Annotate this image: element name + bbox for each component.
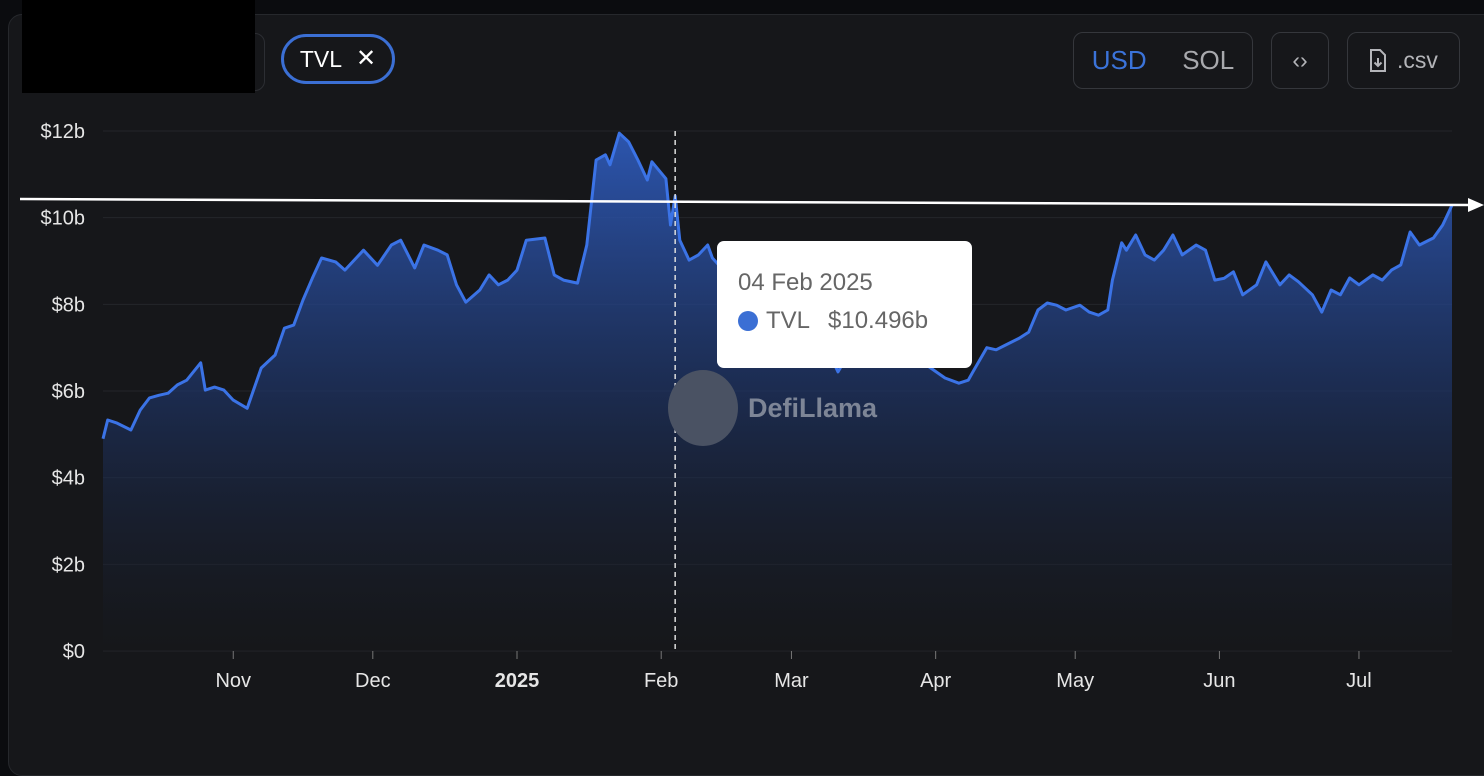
arrow-head-icon [1468,198,1484,212]
x-tick-label: Nov [215,670,251,692]
x-tick-label: May [1056,670,1094,692]
y-tick-label: $4b [52,468,85,490]
tooltip-date: 04 Feb 2025 [738,269,972,297]
chart-tooltip: 04 Feb 2025 TVL $10.496b [717,241,972,368]
x-tick-label: Feb [644,670,678,692]
x-tick-label: Dec [355,670,391,692]
series-dot-icon [738,311,758,331]
x-tick-label: Jun [1203,670,1235,692]
tvl-area-chart[interactable]: $0 $2b $4b $6b $8b $10b $12b Nov Dec 2025 Feb Mar Ap… [0,0,1484,739]
y-tick-label: $2b [52,554,85,576]
x-tick-label: Mar [774,670,809,692]
tooltip-series: TVL [766,307,810,335]
reference-arrow-line [20,199,1470,205]
y-tick-label: $6b [52,381,85,403]
y-tick-label: $12b [41,121,86,143]
y-tick-label: $8b [52,294,85,316]
y-tick-label: $0 [63,641,85,663]
tooltip-value: $10.496b [828,307,928,335]
y-tick-label: $10b [41,208,86,230]
x-tick-label: 2025 [495,670,540,692]
tvl-area-fill [103,133,1452,651]
x-tick-label: Jul [1346,670,1372,692]
x-tick-label: Apr [920,670,951,692]
